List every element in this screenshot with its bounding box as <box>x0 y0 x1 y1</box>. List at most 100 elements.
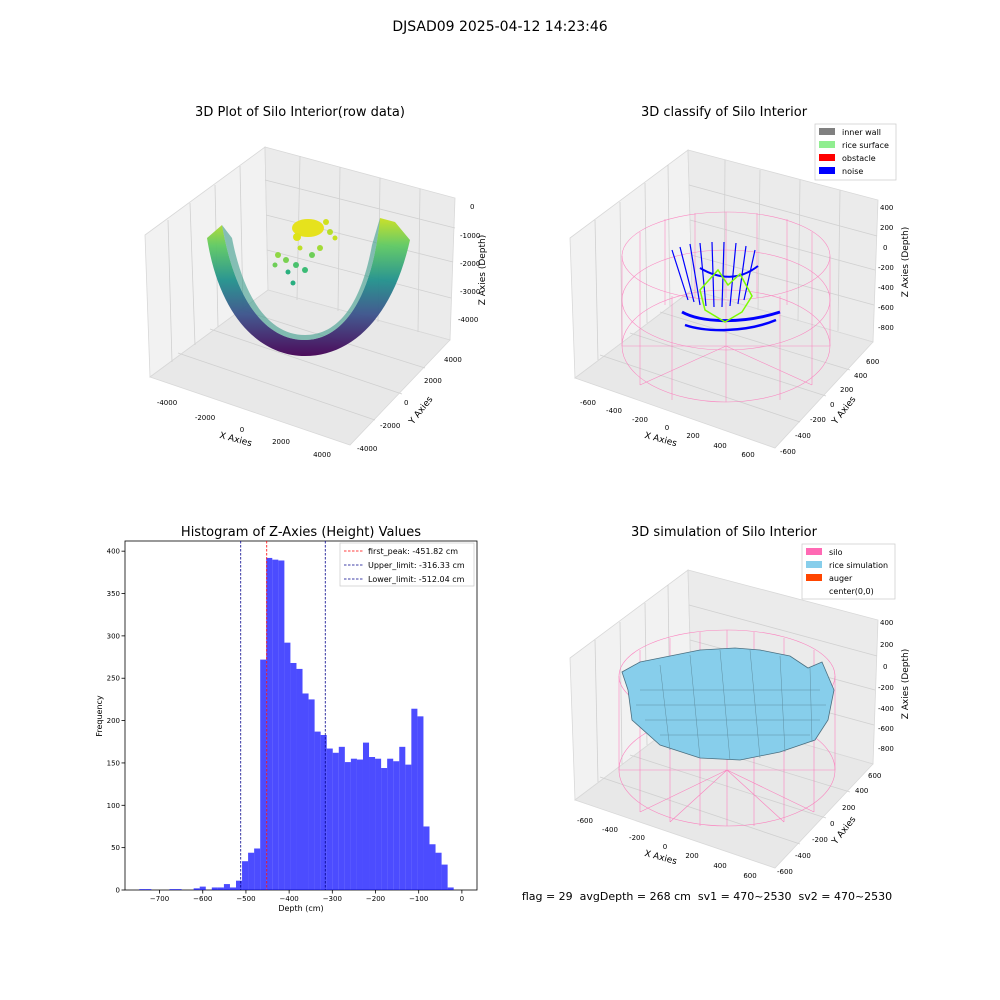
histogram-bar <box>169 889 176 890</box>
panel-histogram: Histogram of Z-Axies (Height) Values −70… <box>95 525 478 913</box>
classify-ytick: -200 <box>810 416 826 424</box>
classify-ytick: 600 <box>866 358 879 366</box>
classify-ztick: -400 <box>878 284 894 292</box>
legend-swatch-silo <box>806 548 822 555</box>
simulation-ztick: -200 <box>878 684 894 692</box>
panel-classify-3d: 3D classify of Silo Interior inner wall … <box>569 105 911 459</box>
simulation-pane-floor <box>574 711 874 869</box>
legend-label-obstacle: obstacle <box>842 154 876 163</box>
legend-swatch-rice-surface <box>819 141 835 148</box>
histogram-bar <box>193 888 200 890</box>
classify-xtick: 400 <box>713 442 726 450</box>
raw-ztick: -3000 <box>460 288 480 296</box>
histogram-ytick-label: 350 <box>107 590 120 598</box>
simulation-ytick: 200 <box>842 804 855 812</box>
histogram-ytick-label: 400 <box>107 548 120 556</box>
histogram-bar <box>254 848 261 890</box>
histogram-bar <box>362 742 370 890</box>
simulation-xtick: -600 <box>577 817 593 825</box>
panel-raw-title: 3D Plot of Silo Interior(row data) <box>195 105 405 120</box>
histogram-xtick-label: −600 <box>193 895 212 903</box>
histogram-bar <box>447 887 454 890</box>
simulation-ztick: 0 <box>883 663 887 671</box>
classify-ylabel: Y Axies <box>830 395 859 428</box>
histogram-bar <box>381 768 388 890</box>
histogram-bar <box>302 693 309 890</box>
histogram-ytick-label: 150 <box>107 759 120 767</box>
histogram-bars <box>139 557 454 890</box>
histogram-ytick-label: 250 <box>107 675 120 683</box>
simulation-rice-mesh <box>636 649 826 761</box>
raw-zlabel: Z Axies (Depth) <box>478 235 488 306</box>
histogram-yticks: 0 50 100 150 200 250 300 350 400 <box>107 548 125 895</box>
histogram-ytick-label: 300 <box>107 632 120 640</box>
raw-pane-floor <box>149 289 451 446</box>
classify-xtick: 200 <box>686 432 699 440</box>
histogram-bar <box>175 889 182 890</box>
simulation-ytick: -200 <box>812 836 828 844</box>
simulation-ytick: 0 <box>830 820 834 828</box>
classify-ytick: 0 <box>830 401 834 409</box>
histogram-bar <box>393 761 400 890</box>
raw-ytick: 4000 <box>444 356 462 364</box>
classify-yticks: -600 -400 -200 0 200 400 600 <box>780 358 879 456</box>
histogram-bar <box>248 852 255 890</box>
histogram-bar <box>278 560 285 890</box>
legend-label-rice-surface: rice surface <box>842 141 889 150</box>
histogram-bar <box>284 642 291 890</box>
classify-zticks: 400 200 0 -200 -400 -600 -800 <box>878 204 894 332</box>
raw-3d-axes-panes <box>144 146 456 446</box>
classify-silo-wireframe <box>621 211 831 403</box>
raw-ztick: -1000 <box>460 232 480 240</box>
classify-xtick: -400 <box>606 407 622 415</box>
classify-xlabel: X Axies <box>643 431 678 449</box>
histogram-bar <box>320 734 327 890</box>
panel-raw-3d: 3D Plot of Silo Interior(row data) <box>144 105 488 459</box>
histogram-bar <box>236 880 243 890</box>
histogram-bar <box>242 861 249 890</box>
histogram-bar <box>369 757 376 890</box>
classify-xtick: -600 <box>580 399 596 407</box>
raw-ztick: -2000 <box>460 260 480 268</box>
raw-ytick: 0 <box>404 399 408 407</box>
raw-xtick: 0 <box>240 426 244 434</box>
simulation-ztick: 400 <box>880 619 893 627</box>
histogram-xlabel: Depth (cm) <box>278 904 323 913</box>
simulation-yticks: -600 -400 -200 0 200 400 600 <box>777 772 881 876</box>
histogram-ylabel: Frequency <box>95 695 104 737</box>
raw-yticks: -4000 -2000 0 2000 4000 <box>357 356 462 453</box>
histogram-bar <box>417 716 424 890</box>
histogram-xtick-label: −700 <box>150 895 169 903</box>
classify-legend: inner wall rice surface obstacle noise <box>814 123 897 181</box>
classify-ztick: -600 <box>878 304 894 312</box>
classify-ytick: 400 <box>854 372 867 380</box>
histogram-bar <box>375 758 382 890</box>
histogram-bar <box>326 748 333 890</box>
simulation-xlabel: X Axies <box>643 849 678 867</box>
raw-scatter-cluster <box>272 219 338 286</box>
histogram-bar <box>356 759 363 890</box>
histogram-bar <box>423 826 430 890</box>
legend-swatch-auger <box>806 574 822 581</box>
histogram-bar <box>308 699 315 890</box>
histogram-bar <box>314 731 321 890</box>
histogram-reference-lines <box>240 541 326 890</box>
legend-label-lower-limit: Lower_limit: -512.04 cm <box>368 575 465 584</box>
histogram-bar <box>290 662 297 890</box>
histogram-bar <box>199 886 206 890</box>
classify-grid-lines <box>594 159 878 423</box>
histogram-xtick-label: −500 <box>236 895 255 903</box>
histogram-xtick-label: 0 <box>460 895 464 903</box>
histogram-ytick-label: 50 <box>111 844 120 852</box>
legend-label-inner-wall: inner wall <box>842 128 881 137</box>
histogram-title: Histogram of Z-Axies (Height) Values <box>181 525 421 540</box>
simulation-xtick: -200 <box>629 834 645 842</box>
classify-ztick: 400 <box>880 204 893 212</box>
histogram-bar <box>441 864 448 890</box>
histogram-ytick-label: 200 <box>107 717 120 725</box>
simulation-ztick: -600 <box>878 725 894 733</box>
histogram-xticks: −700 −600 −500 −400 −300 −200 −100 0 <box>150 890 464 903</box>
legend-label-silo: silo <box>829 548 843 557</box>
raw-xlabel: X Axies <box>218 431 253 449</box>
